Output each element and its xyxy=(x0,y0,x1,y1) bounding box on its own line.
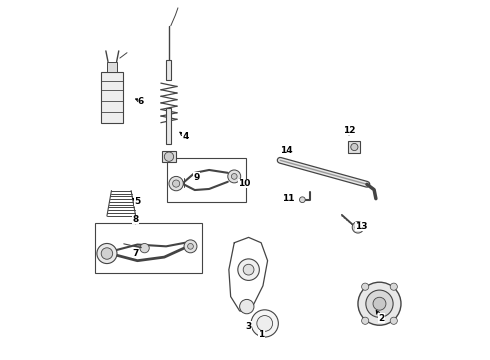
Circle shape xyxy=(188,243,194,249)
Bar xyxy=(167,108,172,144)
Text: 13: 13 xyxy=(355,222,368,231)
Bar xyxy=(95,223,202,273)
Circle shape xyxy=(238,259,259,280)
Text: 2: 2 xyxy=(378,314,384,323)
Bar xyxy=(167,60,172,80)
Circle shape xyxy=(231,174,237,179)
Text: 12: 12 xyxy=(343,126,355,135)
Circle shape xyxy=(257,316,272,331)
Text: 6: 6 xyxy=(138,96,144,105)
Text: 7: 7 xyxy=(132,249,139,258)
Circle shape xyxy=(366,290,393,318)
Circle shape xyxy=(240,300,254,314)
Text: 9: 9 xyxy=(194,173,200,182)
Text: 11: 11 xyxy=(283,194,295,203)
Bar xyxy=(348,141,361,153)
Circle shape xyxy=(373,297,386,310)
Circle shape xyxy=(390,317,397,324)
Bar xyxy=(101,72,123,123)
Circle shape xyxy=(243,264,254,275)
Circle shape xyxy=(352,222,364,233)
Circle shape xyxy=(362,283,369,290)
Circle shape xyxy=(299,197,305,203)
Circle shape xyxy=(362,317,369,324)
Circle shape xyxy=(101,248,113,259)
Circle shape xyxy=(355,225,361,230)
Text: 4: 4 xyxy=(183,132,189,141)
Text: 10: 10 xyxy=(238,179,250,188)
Circle shape xyxy=(251,310,278,337)
Text: 14: 14 xyxy=(280,146,293,155)
Text: 8: 8 xyxy=(132,215,139,224)
Circle shape xyxy=(390,283,397,290)
Text: 3: 3 xyxy=(245,322,252,331)
Circle shape xyxy=(358,282,401,325)
Circle shape xyxy=(228,170,241,183)
Circle shape xyxy=(172,180,180,187)
Bar xyxy=(167,158,245,202)
Circle shape xyxy=(184,240,197,253)
Circle shape xyxy=(97,243,117,264)
Text: 5: 5 xyxy=(134,197,141,206)
Circle shape xyxy=(169,176,183,191)
Circle shape xyxy=(351,143,358,150)
Text: 1: 1 xyxy=(258,330,264,339)
Circle shape xyxy=(164,152,173,161)
Bar xyxy=(107,62,117,72)
Bar xyxy=(162,151,176,162)
Circle shape xyxy=(140,243,149,253)
